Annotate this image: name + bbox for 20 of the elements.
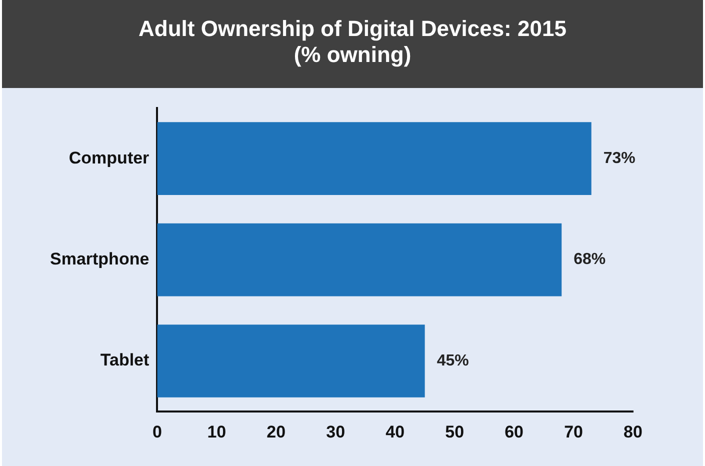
y-tick-label: Computer bbox=[68, 148, 150, 168]
bar bbox=[157, 223, 562, 296]
y-tick-label: Tablet bbox=[100, 350, 150, 370]
x-tick-label: 10 bbox=[207, 422, 226, 442]
x-tick-label: 40 bbox=[386, 422, 405, 442]
bar bbox=[157, 122, 592, 196]
x-tick-label: 50 bbox=[445, 422, 464, 442]
data-label: 73% bbox=[603, 150, 636, 168]
x-tick-label: 20 bbox=[266, 422, 286, 442]
chart-title: Adult Ownership of Digital Devices: 2015 bbox=[138, 16, 568, 42]
data-label: 45% bbox=[436, 352, 469, 370]
x-tick-label: 0 bbox=[152, 422, 162, 442]
bar bbox=[157, 324, 425, 398]
x-tick-label: 30 bbox=[326, 422, 346, 442]
x-tick-label: 60 bbox=[504, 422, 524, 442]
chart-subtitle: (% owning) bbox=[292, 42, 412, 68]
x-tick-label: 70 bbox=[564, 422, 583, 442]
data-label: 68% bbox=[574, 251, 606, 268]
y-tick-label: Smartphone bbox=[50, 249, 150, 268]
x-tick-label: 80 bbox=[624, 422, 642, 442]
